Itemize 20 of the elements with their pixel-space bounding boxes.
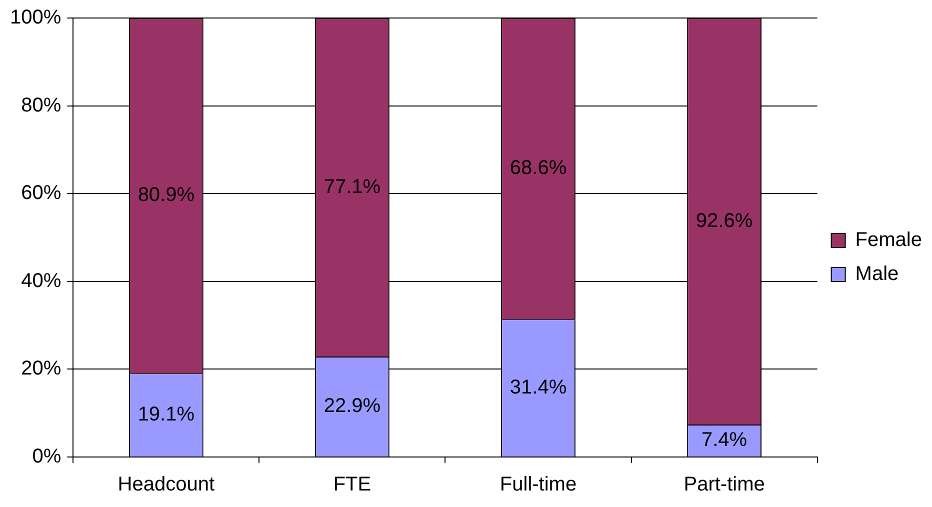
data-label: 77.1% — [324, 176, 381, 198]
legend-label: Female — [855, 229, 922, 252]
y-tick-label: 80% — [21, 94, 62, 116]
y-tick-label: 60% — [21, 182, 62, 204]
y-tick-label: 0% — [32, 446, 62, 468]
x-tick-label: Headcount — [118, 474, 215, 496]
data-label: 22.9% — [324, 395, 381, 417]
data-label: 7.4% — [701, 429, 748, 452]
y-tick-label: 20% — [21, 358, 62, 380]
data-label: 80.9% — [138, 184, 195, 206]
x-tick-label: Part-time — [684, 474, 765, 496]
x-tick-label: FTE — [333, 474, 372, 496]
data-label: 92.6% — [696, 210, 753, 232]
y-tick-label: 40% — [21, 270, 62, 292]
data-label: 31.4% — [510, 376, 567, 398]
x-tick-label: Full-time — [500, 474, 577, 496]
y-tick-label: 100% — [10, 6, 62, 29]
legend-label: Male — [855, 263, 899, 286]
data-label: 68.6% — [510, 157, 567, 180]
data-label: 19.1% — [138, 403, 195, 426]
